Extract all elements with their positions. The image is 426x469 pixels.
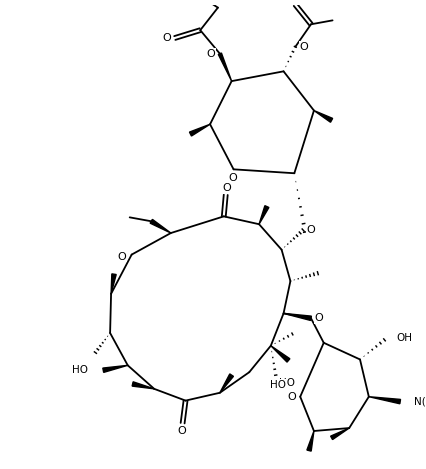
Text: OH: OH [396,333,412,343]
Text: O: O [228,173,237,183]
Text: O: O [314,313,323,323]
Polygon shape [259,206,269,224]
Text: O: O [177,426,186,436]
Text: O: O [118,251,126,262]
Text: O: O [222,183,231,193]
Text: HO: HO [270,380,286,390]
Polygon shape [271,346,290,362]
Polygon shape [103,365,128,372]
Polygon shape [150,219,171,233]
Text: O: O [300,42,308,52]
Polygon shape [190,124,210,136]
Text: O: O [222,183,231,193]
Text: O: O [307,225,315,235]
Polygon shape [369,397,400,404]
Polygon shape [284,313,311,320]
Text: O: O [287,392,296,401]
Text: O: O [118,251,126,262]
Text: O: O [163,33,171,43]
Text: O: O [314,313,323,323]
Text: HO: HO [72,365,88,375]
Text: OH: OH [396,333,412,343]
Text: O: O [207,49,216,59]
Text: O: O [307,225,315,235]
Text: O: O [287,392,296,401]
Polygon shape [331,428,349,439]
Text: N: N [420,397,426,407]
Text: HO: HO [72,365,88,375]
Text: O: O [300,42,308,52]
Polygon shape [218,53,232,81]
Text: HO: HO [279,378,295,388]
Polygon shape [220,374,233,393]
Text: O: O [291,0,300,2]
Polygon shape [111,274,116,294]
Text: N: N [415,397,423,407]
Polygon shape [307,431,314,451]
Text: O: O [291,0,300,2]
Text: O: O [163,33,171,43]
Polygon shape [132,382,154,389]
Text: O: O [228,173,237,183]
Text: O: O [207,49,216,59]
Text: O: O [177,426,186,436]
Text: N(CH₃)₂: N(CH₃)₂ [414,397,426,407]
Polygon shape [314,111,333,122]
